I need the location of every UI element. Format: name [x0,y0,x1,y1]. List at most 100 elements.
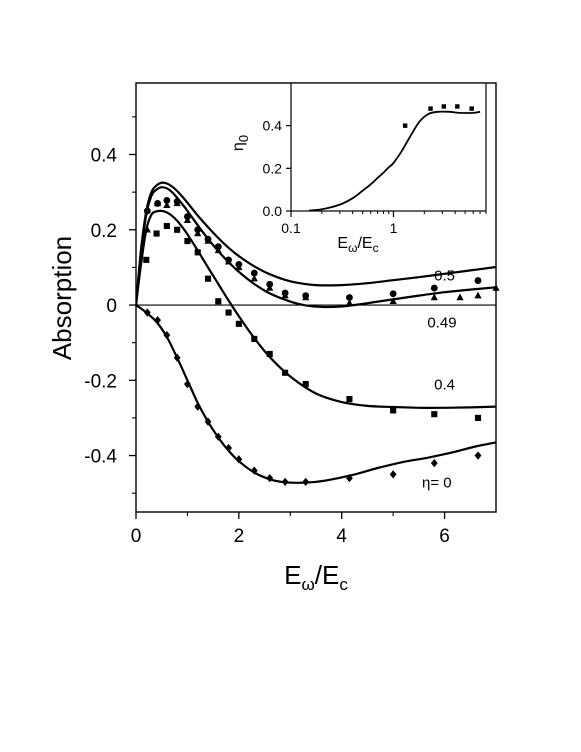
inset-background [291,83,486,211]
data-point-0-5 [430,284,438,292]
main-data-points [143,196,500,487]
data-point-0-4 [431,411,438,418]
inset-data-point [441,104,447,109]
data-point-0-49 [474,291,482,299]
data-point-0-4 [251,335,258,342]
data-point-0-4 [235,320,242,327]
main-x-axis-label: Eω/Ec [284,560,348,594]
data-point-0 [389,470,397,479]
data-point-0-5 [389,290,397,298]
main-chart: 0 2 4 6 0.4 0.2 0 -0.2 -0.4 0.5 0.49 0.4 η= 0 Absor… [47,82,500,594]
data-point-0-4 [204,275,212,282]
inset-curve [308,110,481,212]
data-point-0 [194,402,202,411]
x-tick-label: 4 [336,526,347,547]
data-point-0 [173,353,181,362]
data-point-0-49 [143,225,151,233]
data-point-0-4 [194,249,201,256]
data-point-0-4 [282,369,289,376]
inset-data-point [469,106,474,111]
data-point-0-5 [163,196,171,204]
data-point-0-49 [456,293,464,301]
main-y-axis-label: Absorption [47,236,77,360]
data-point-0-49 [430,293,438,301]
data-point-0-5 [250,269,258,277]
data-point-0-4 [302,380,309,388]
x-tick-label: 0 [131,526,142,547]
data-point-0-4 [163,222,170,230]
y-tick-label: -0.2 [84,371,117,392]
curve-label-0-49: 0.49 [427,315,456,332]
data-point-0-5 [143,207,151,215]
data-point-0 [430,458,438,468]
inset-data-points [402,104,474,128]
data-point-0-49 [250,274,258,282]
data-point-0 [302,477,310,487]
data-point-0-49 [345,299,354,306]
data-point-0 [235,455,243,464]
y-tick-label: 0.2 [91,221,117,242]
data-point-0 [225,443,232,453]
inset-y-axis-label: η0 [230,135,251,151]
data-point-0 [250,466,258,475]
y-tick-label: 0.4 [91,146,118,167]
data-point-0-4 [153,230,160,237]
data-point-0 [184,379,191,389]
y-tick-label: -0.4 [84,447,117,468]
data-point-0-4 [225,309,232,316]
data-point-0 [281,477,289,487]
curve-label-0-4: 0.4 [434,377,455,394]
inset-data-point [455,104,460,109]
data-point-0-49 [302,293,310,301]
data-point-0-5 [474,277,482,284]
inset-y-tick-label: 0.4 [263,118,283,134]
inset-y-tick-label: 0.0 [263,203,283,219]
inset-data-point [428,106,433,111]
data-point-0-4 [215,298,222,305]
data-point-0-49 [154,199,162,207]
inset-x-tick-label: 1 [390,220,398,236]
x-tick-label: 2 [234,526,245,547]
inset-x-axis-label: Eω/Ec [337,235,378,255]
curve-0-4 [136,209,496,409]
data-point-0-4 [474,414,482,421]
curve-0-5 [136,181,496,306]
data-point-0-4 [346,396,353,403]
data-point-0-49 [235,263,243,271]
inset-data-point [402,123,408,128]
data-point-0 [154,315,162,325]
main-curve-labels: 0.5 0.49 0.4 η= 0 [422,268,457,492]
data-point-0 [214,432,222,441]
data-point-0-49 [281,291,289,299]
data-point-0-49 [194,229,202,237]
main-ticks: 0 2 4 6 0.4 0.2 0 -0.2 -0.4 [84,116,450,547]
data-point-0-49 [173,199,181,207]
data-point-0 [143,308,151,317]
inset-chart: 0.1 1 0.0 0.2 0.4 η0 Eω/Ec [230,82,487,255]
data-point-0 [346,473,353,483]
data-point-0-49 [163,201,171,209]
inset-plot-frame [290,82,487,212]
x-tick-label: 6 [439,526,450,547]
curve-label-0: η= 0 [422,475,452,492]
data-point-0-49 [183,216,192,224]
data-point-0 [266,473,274,483]
data-point-0 [474,451,482,460]
inset-x-tick-label: 0.1 [281,220,301,236]
curve-label-0-5: 0.5 [434,268,455,285]
data-point-0-5 [346,294,353,301]
inset-y-tick-label: 0.2 [263,160,283,176]
data-point-0-49 [266,284,274,291]
data-point-0-49 [224,257,233,265]
y-tick-label: 0 [106,296,117,317]
inset-curve-line [308,110,481,212]
data-point-0-4 [184,237,191,245]
data-point-0 [204,417,212,426]
data-point-0-4 [143,256,150,263]
data-point-0-49 [204,237,212,244]
data-point-0-49 [389,297,397,304]
data-point-0-4 [266,350,273,358]
data-point-0 [163,330,171,340]
data-point-0-49 [214,246,222,254]
